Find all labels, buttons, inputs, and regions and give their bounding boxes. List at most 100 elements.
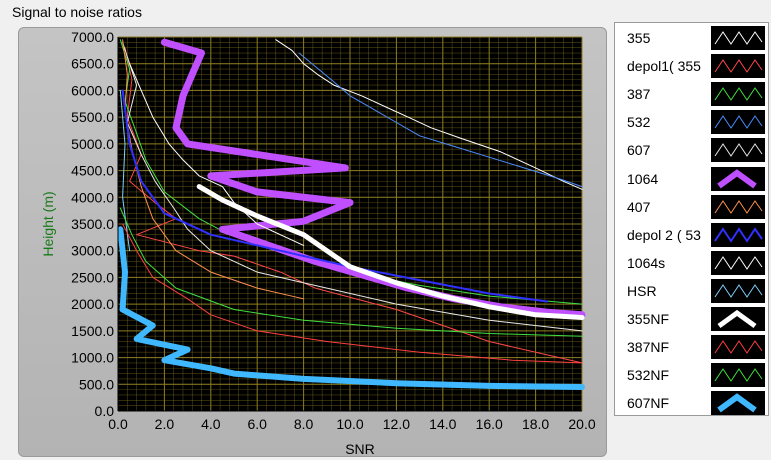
legend-item[interactable]: depol 2 ( 53 bbox=[615, 221, 768, 249]
legend-swatch[interactable] bbox=[711, 363, 765, 388]
y-axis-label: Height (m) bbox=[40, 191, 56, 256]
legend-swatch-mark bbox=[717, 393, 757, 413]
x-axis-label: SNR bbox=[345, 441, 375, 457]
x-tick-label: 18.0 bbox=[522, 416, 549, 432]
legend-swatch-mark bbox=[717, 168, 757, 188]
legend-swatch[interactable] bbox=[711, 250, 765, 275]
legend-label: 407 bbox=[627, 198, 651, 215]
legend-swatch-line bbox=[714, 115, 763, 130]
legend-swatch-line bbox=[714, 59, 763, 73]
legend-item[interactable]: HSR bbox=[615, 277, 768, 305]
legend-swatch-mark bbox=[714, 226, 763, 243]
legend-swatch-line bbox=[714, 283, 763, 298]
legend-swatch[interactable] bbox=[711, 138, 765, 163]
y-tick-label: 2000.0 bbox=[71, 296, 114, 312]
legend-label: 355 bbox=[627, 30, 651, 46]
legend-swatch[interactable] bbox=[711, 194, 765, 219]
legend-swatch-mark bbox=[714, 199, 763, 214]
legend-swatch-line bbox=[717, 168, 757, 188]
series-line-13 bbox=[117, 226, 585, 390]
legend-item[interactable]: 407 bbox=[615, 193, 768, 221]
x-tick-label: 10.0 bbox=[336, 416, 363, 432]
legend-swatch-mark bbox=[714, 143, 763, 158]
legend-swatch-line bbox=[714, 255, 763, 270]
legend-item[interactable]: 355NF bbox=[615, 305, 768, 333]
legend-swatch-mark bbox=[714, 283, 763, 298]
legend-swatch-line bbox=[714, 226, 763, 243]
series-line-11 bbox=[122, 223, 583, 364]
x-tick-label: 8.0 bbox=[294, 416, 314, 432]
series-line-12 bbox=[119, 207, 583, 337]
legend-item[interactable]: 532NF bbox=[615, 361, 768, 389]
legend-swatch[interactable] bbox=[711, 391, 765, 416]
legend-item[interactable]: 1064s bbox=[615, 249, 768, 277]
legend-swatch-line bbox=[717, 309, 757, 329]
legend-label: 532 bbox=[627, 114, 651, 131]
plot-area[interactable]: 0.0 500.0 1000.0 1500.0 2000.0 2500.0 3000.0 35… bbox=[19, 28, 608, 458]
legend-label: HSR bbox=[627, 282, 657, 299]
legend-swatch-line bbox=[714, 31, 763, 45]
plot-frame: 0.0 500.0 1000.0 1500.0 2000.0 2500.0 3000.0 35… bbox=[18, 27, 607, 457]
legend-item[interactable]: depol1( 355 bbox=[615, 52, 768, 80]
legend-item[interactable]: 607NF bbox=[615, 389, 768, 417]
x-tick-label: 6.0 bbox=[247, 416, 267, 432]
legend-item[interactable]: 387 bbox=[615, 80, 768, 108]
legend-swatch[interactable] bbox=[711, 82, 765, 107]
legend-item[interactable]: 532 bbox=[615, 108, 768, 136]
legend-swatch[interactable] bbox=[711, 222, 765, 247]
series-line-9 bbox=[119, 89, 131, 252]
y-tick-label: 5000.0 bbox=[71, 136, 114, 152]
legend-swatch-mark bbox=[714, 59, 763, 73]
x-tick-label: 0.0 bbox=[108, 416, 128, 432]
series-line-10 bbox=[196, 184, 585, 320]
legend-label: 1064s bbox=[627, 254, 666, 271]
y-tick-label: 6500.0 bbox=[71, 56, 114, 72]
x-tick-label: 4.0 bbox=[201, 416, 221, 432]
legend-label: 607NF bbox=[627, 395, 670, 412]
legend-label: 355NF bbox=[627, 311, 670, 327]
legend-swatch[interactable] bbox=[711, 307, 765, 331]
legend-swatch-mark bbox=[717, 309, 757, 329]
legend-swatch[interactable] bbox=[711, 54, 765, 79]
legend-swatch[interactable] bbox=[711, 335, 765, 360]
y-tick-label: 0.0 bbox=[95, 403, 115, 419]
series-line-6 bbox=[122, 39, 305, 300]
y-tick-label: 1000.0 bbox=[71, 350, 114, 366]
series-line-3 bbox=[298, 52, 583, 188]
legend-label: depol 2 ( 53 bbox=[627, 226, 701, 243]
legend-swatch-line bbox=[714, 143, 763, 158]
legend-swatch[interactable] bbox=[711, 166, 765, 191]
series-line-2 bbox=[119, 39, 583, 305]
legend-label: depol1( 355 bbox=[627, 58, 701, 75]
legend: 355 depol1( 355 387 532 607 1064 407 depol 2 ( … bbox=[614, 22, 769, 416]
legend-swatch-mark bbox=[714, 368, 763, 383]
legend-swatch-mark bbox=[714, 340, 763, 354]
x-tick-label: 14.0 bbox=[429, 416, 456, 432]
y-tick-label: 3500.0 bbox=[71, 216, 114, 232]
y-tick-label: 4000.0 bbox=[71, 189, 114, 205]
legend-label: 607 bbox=[627, 142, 651, 159]
legend-item[interactable]: 355 bbox=[615, 24, 768, 52]
legend-swatch-mark bbox=[714, 87, 763, 102]
legend-swatch-mark bbox=[714, 255, 763, 270]
legend-item[interactable]: 1064 bbox=[615, 165, 768, 193]
legend-item[interactable]: 607 bbox=[615, 136, 768, 164]
x-tick-label: 2.0 bbox=[155, 416, 175, 432]
legend-swatch[interactable] bbox=[711, 278, 765, 303]
legend-swatch[interactable] bbox=[711, 110, 765, 135]
series-line-7 bbox=[121, 89, 549, 303]
y-tick-label: 500.0 bbox=[79, 376, 114, 392]
legend-label: 532NF bbox=[627, 367, 670, 384]
legend-swatch-line bbox=[714, 87, 763, 102]
legend-swatch[interactable] bbox=[711, 26, 765, 50]
legend-swatch-line bbox=[717, 393, 757, 413]
legend-label: 1064 bbox=[627, 170, 659, 187]
y-tick-label: 6000.0 bbox=[71, 82, 114, 98]
legend-item[interactable]: 387NF bbox=[615, 333, 768, 361]
legend-swatch-mark bbox=[714, 115, 763, 130]
series-line-8 bbox=[129, 63, 305, 246]
y-tick-label: 5500.0 bbox=[71, 109, 114, 125]
legend-label: 387NF bbox=[627, 339, 670, 356]
y-tick-label: 2500.0 bbox=[71, 269, 114, 285]
y-tick-label: 4500.0 bbox=[71, 163, 114, 179]
